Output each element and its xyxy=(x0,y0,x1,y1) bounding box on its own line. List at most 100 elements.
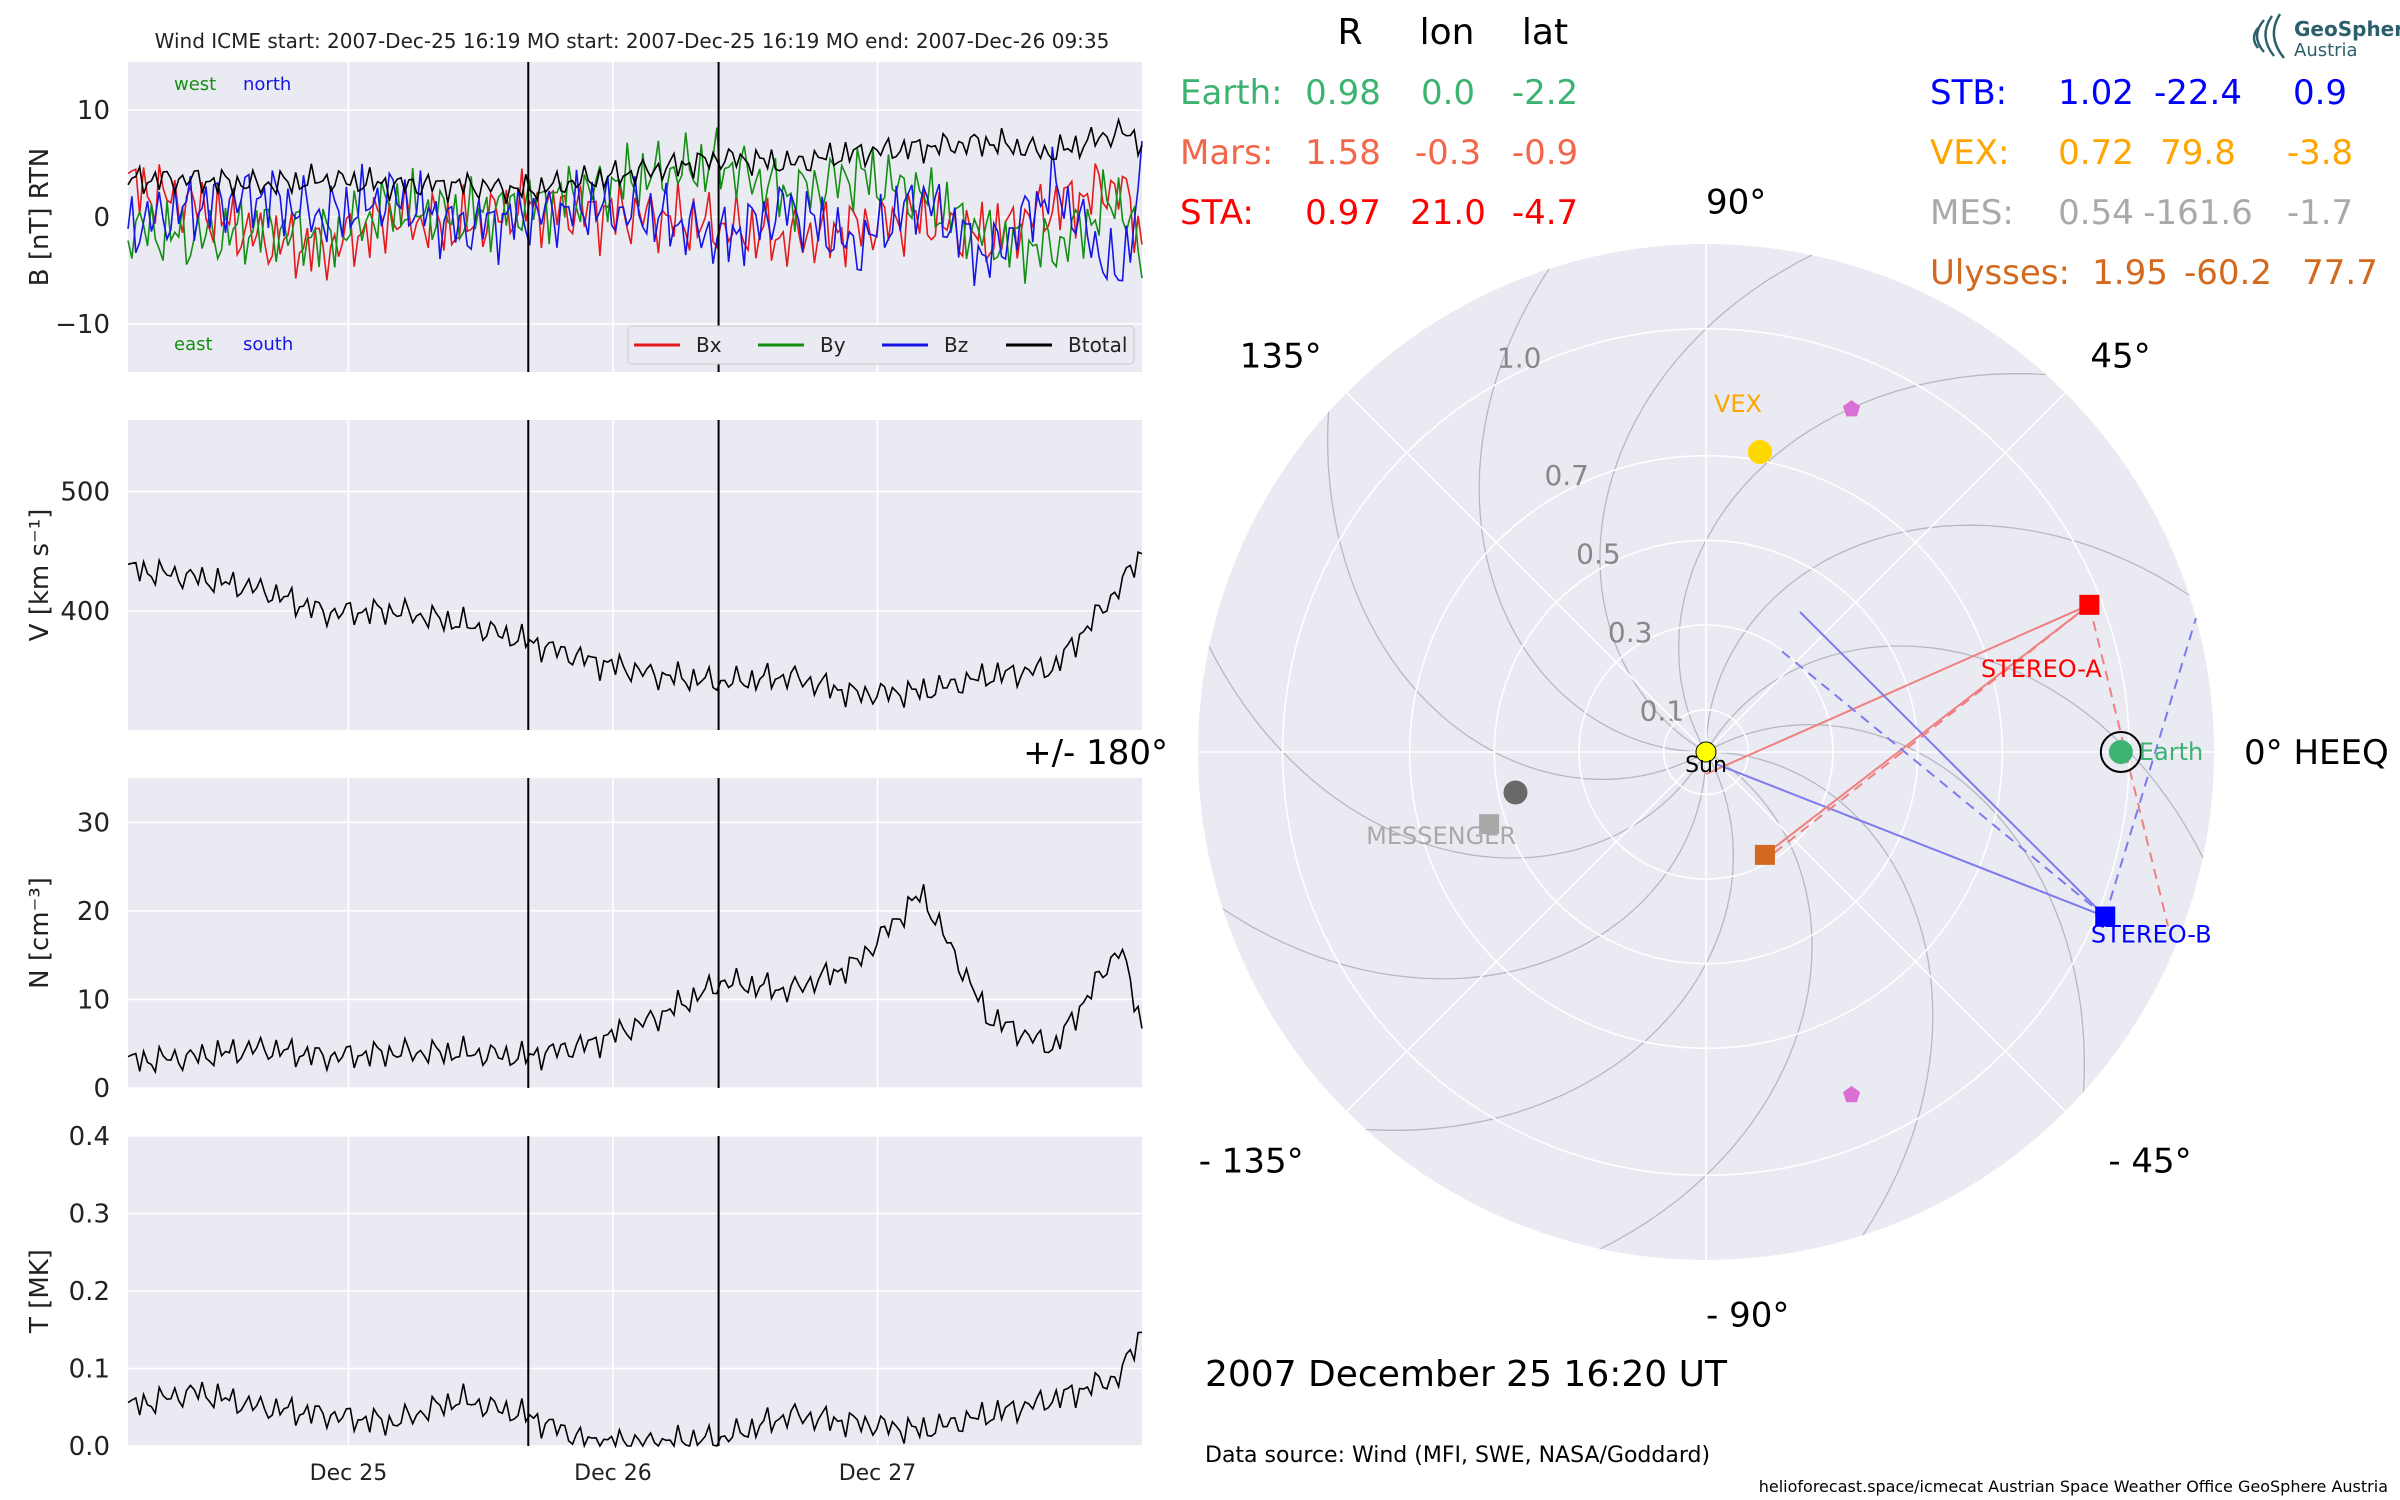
panel-4: 0.4 0.3 0.2 0.1 0.0 T [MK] Dec 25 Dec 26 Dec 27 xyxy=(25,1122,1143,1486)
y-axis-label: T [MK] xyxy=(25,1249,55,1334)
spiral-line xyxy=(1478,244,1778,753)
row-mes-r: 0.54 xyxy=(2058,193,2134,233)
radial-tick-label: 0.5 xyxy=(1576,538,1621,571)
row-sta-name: STA: xyxy=(1180,193,1254,233)
spiral-line xyxy=(1705,524,2214,824)
panel-1: 10 0 −10B [nT] RTN west north east south Bx By Bz… xyxy=(25,62,1143,372)
pink-1-marker xyxy=(1843,400,1861,417)
table-header-lon: lon xyxy=(1420,12,1475,53)
vex-marker xyxy=(1747,440,1772,465)
geosphere-logo: GeoSphere Austria xyxy=(2252,13,2400,61)
earth-marker xyxy=(2108,740,2133,764)
angle-label: - 90° xyxy=(1706,1296,1789,1336)
earth-ring xyxy=(2099,731,2142,773)
pink-2-marker xyxy=(1843,1085,1861,1103)
stb-sun-line xyxy=(1715,763,2106,918)
spiral-line xyxy=(1634,751,1934,1260)
row-ulysses-lat: 77.7 xyxy=(2302,253,2378,293)
row-earth-name: Earth: xyxy=(1180,73,1283,113)
sta-sun-line xyxy=(1705,603,2090,775)
sta-earth-dashed-line xyxy=(2088,604,2169,927)
series-line-data xyxy=(127,550,1143,708)
annotation-east: east xyxy=(174,334,213,355)
legend: Bx By Bz Btotal xyxy=(627,325,1135,365)
sta-dashed-line xyxy=(1759,604,2090,865)
series-line-by xyxy=(127,127,1143,284)
earth-label: Earth xyxy=(2139,738,2203,766)
stb-direction-line xyxy=(1799,611,2106,918)
legend-label-by: By xyxy=(820,333,846,357)
annotation-north: north xyxy=(243,74,291,95)
bodies: Sun Earth STEREO-A STEREO-B VEX MESSENGER xyxy=(1366,390,2212,1103)
y-tick-label: 400 xyxy=(60,597,110,627)
sun-label: Sun xyxy=(1685,753,1727,778)
row-mes-lat: -1.7 xyxy=(2287,193,2353,233)
radial-tick-label: 0.7 xyxy=(1544,459,1589,492)
y-tick-label: 30 xyxy=(77,808,110,838)
table-header-lat: lat xyxy=(1522,12,1568,53)
angle-label: - 135° xyxy=(1199,1141,1304,1181)
row-vex-lat: -3.8 xyxy=(2287,133,2353,173)
row-stb-lon: -22.4 xyxy=(2154,73,2242,113)
annotation-south: south xyxy=(243,334,293,355)
legend-box xyxy=(627,325,1135,365)
row-sta-r: 0.97 xyxy=(1305,193,1381,233)
row-vex-lon: 79.8 xyxy=(2160,133,2236,173)
time-series-panels: 10 0 −10B [nT] RTN west north east south Bx By Bz… xyxy=(25,62,1143,1486)
mercury-marker xyxy=(1503,780,1528,805)
series-line-bx xyxy=(127,163,1143,281)
panel-background xyxy=(128,420,1142,730)
y-tick-label: 500 xyxy=(60,478,110,508)
row-earth-r: 0.98 xyxy=(1305,73,1381,113)
angle-label: +/- 180° xyxy=(1023,733,1168,773)
legend-label-bx: Bx xyxy=(696,333,722,357)
radial-tick-label: 0.3 xyxy=(1608,616,1653,649)
row-sta-lat: -4.7 xyxy=(1512,193,1578,233)
y-tick-label: −10 xyxy=(55,310,110,340)
x-tick-label: Dec 26 xyxy=(574,1461,652,1486)
stereo-a-marker xyxy=(2079,594,2100,615)
logo-line1: GeoSphere xyxy=(2294,17,2400,41)
row-stb-name: STB: xyxy=(1930,73,2007,113)
row-mars-lon: -0.3 xyxy=(1415,133,1481,173)
spiral-lines xyxy=(1198,244,2214,1260)
angle-label: 135° xyxy=(1240,337,1322,377)
row-ulysses-name: Ulysses: xyxy=(1930,253,2070,293)
x-tick-label: Dec 25 xyxy=(310,1461,388,1486)
row-mes-name: MES: xyxy=(1930,193,2014,233)
table-header-r: R xyxy=(1337,12,1362,53)
logo-line2: Austria xyxy=(2294,40,2358,61)
data-source: Data source: Wind (MFI, SWE, NASA/Goddar… xyxy=(1205,1443,1710,1468)
spiral-line xyxy=(1705,645,2214,1151)
y-tick-label: 0.4 xyxy=(69,1122,110,1152)
stereo-b-marker xyxy=(2095,906,2116,927)
row-mars-lat: -0.9 xyxy=(1512,133,1578,173)
row-mars-name: Mars: xyxy=(1180,133,1273,173)
stereo-a-label: STEREO-A xyxy=(1981,655,2103,683)
x-tick-label: Dec 27 xyxy=(839,1461,917,1486)
y-tick-label: 20 xyxy=(77,897,110,927)
panel-background xyxy=(128,778,1142,1088)
messenger-label: MESSENGER xyxy=(1366,822,1516,850)
stereo-b-label: STEREO-B xyxy=(2091,921,2212,949)
y-axis-label: B [nT] RTN xyxy=(25,148,55,287)
spiral-line xyxy=(1198,680,1707,980)
y-tick-label: 0.3 xyxy=(69,1200,110,1230)
geosphere-swirl-icon xyxy=(2252,13,2285,59)
spiral-line xyxy=(1599,244,2105,753)
legend-label-bz: Bz xyxy=(944,333,968,357)
radial-tick-label: 1.0 xyxy=(1497,341,1542,374)
row-stb-lat: 0.9 xyxy=(2293,73,2347,113)
y-tick-label: 10 xyxy=(77,96,110,126)
timestamp: 2007 December 25 16:20 UT xyxy=(1205,1354,1728,1395)
series-line-data xyxy=(127,884,1143,1075)
observer-lines xyxy=(1705,603,2197,927)
messenger-marker xyxy=(1479,814,1500,835)
stb-dashed-line xyxy=(1777,647,2106,918)
row-earth-lat: -2.2 xyxy=(1512,73,1578,113)
row-sta-lon: 21.0 xyxy=(1410,193,1486,233)
row-stb-r: 1.02 xyxy=(2058,73,2134,113)
